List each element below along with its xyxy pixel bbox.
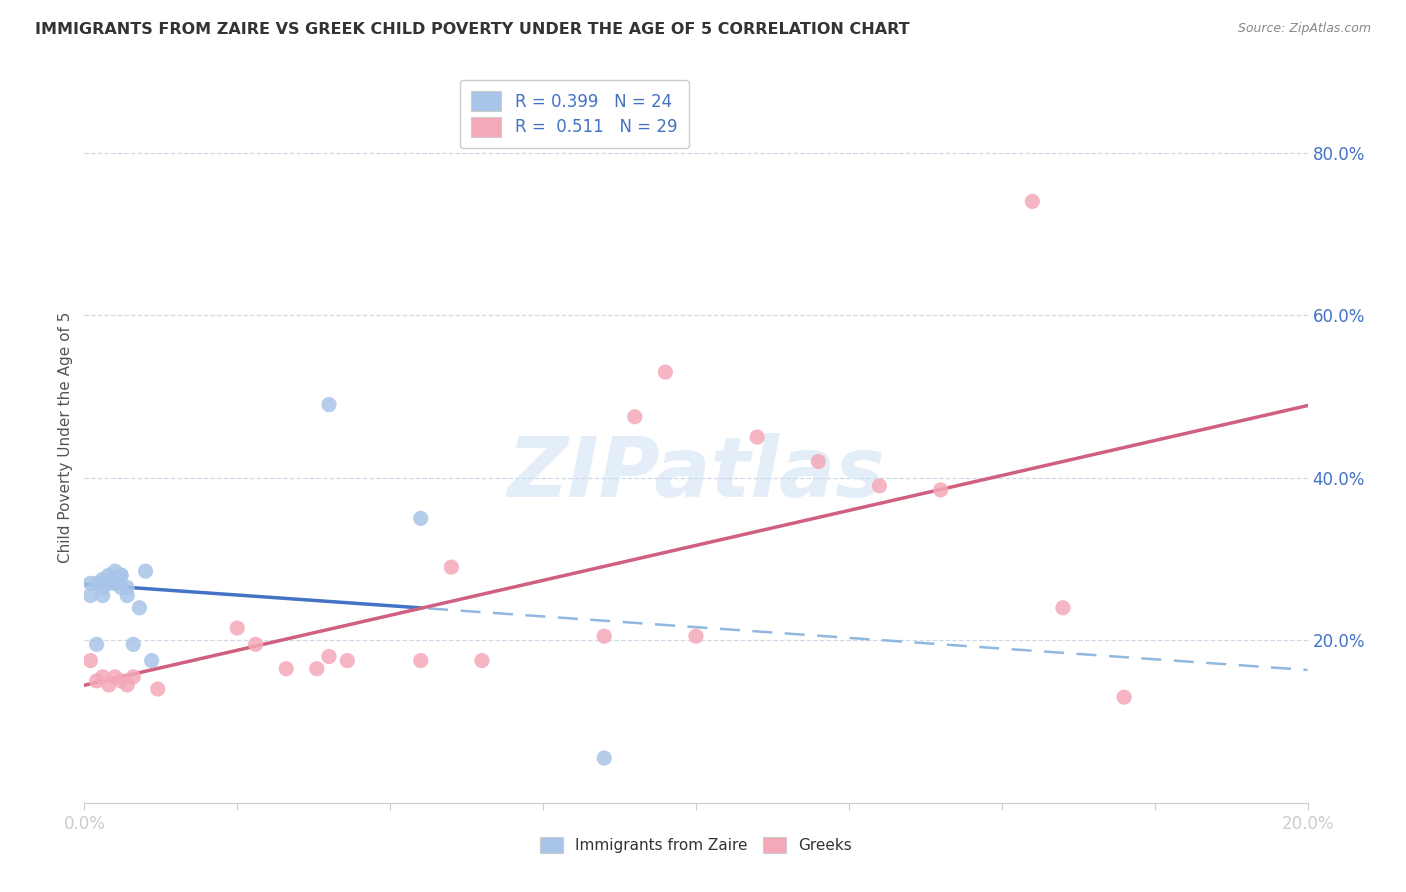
Point <box>91 589 114 603</box>
Point <box>97 576 120 591</box>
Point <box>110 568 132 582</box>
Point <box>115 589 138 603</box>
Point <box>79 654 101 668</box>
Y-axis label: Child Poverty Under the Age of 5: Child Poverty Under the Age of 5 <box>58 311 73 563</box>
Point <box>79 576 101 591</box>
Point <box>245 637 267 651</box>
Point <box>471 654 494 668</box>
Point <box>122 637 145 651</box>
Point <box>869 479 891 493</box>
Point <box>440 560 463 574</box>
Point <box>79 589 101 603</box>
Point <box>91 581 114 595</box>
Point <box>135 564 157 578</box>
Point <box>104 572 127 586</box>
Point <box>1021 194 1043 209</box>
Point <box>226 621 249 635</box>
Point <box>122 670 145 684</box>
Point <box>624 409 647 424</box>
Point <box>141 654 163 668</box>
Point <box>86 637 108 651</box>
Text: ZIPatlas: ZIPatlas <box>508 434 884 514</box>
Point <box>409 511 432 525</box>
Point <box>91 572 114 586</box>
Point <box>318 398 340 412</box>
Point <box>593 751 616 765</box>
Point <box>593 629 616 643</box>
Point <box>97 678 120 692</box>
Point <box>409 654 432 668</box>
Point <box>86 576 108 591</box>
Point <box>115 581 138 595</box>
Point <box>146 681 169 696</box>
Point <box>654 365 676 379</box>
Text: IMMIGRANTS FROM ZAIRE VS GREEK CHILD POVERTY UNDER THE AGE OF 5 CORRELATION CHAR: IMMIGRANTS FROM ZAIRE VS GREEK CHILD POV… <box>35 22 910 37</box>
Point <box>104 576 127 591</box>
Point <box>110 673 132 688</box>
Legend: Immigrants from Zaire, Greeks: Immigrants from Zaire, Greeks <box>533 830 859 861</box>
Point <box>1052 600 1074 615</box>
Point <box>807 454 830 468</box>
Point <box>747 430 769 444</box>
Point <box>91 670 114 684</box>
Point <box>128 600 150 615</box>
Text: Source: ZipAtlas.com: Source: ZipAtlas.com <box>1237 22 1371 36</box>
Point <box>104 564 127 578</box>
Point <box>276 662 298 676</box>
Point <box>110 581 132 595</box>
Point <box>1114 690 1136 705</box>
Point <box>115 678 138 692</box>
Point <box>305 662 328 676</box>
Point <box>97 568 120 582</box>
Point <box>336 654 359 668</box>
Point <box>685 629 707 643</box>
Point <box>110 568 132 582</box>
Point <box>86 673 108 688</box>
Point <box>318 649 340 664</box>
Point <box>929 483 952 497</box>
Point <box>104 670 127 684</box>
